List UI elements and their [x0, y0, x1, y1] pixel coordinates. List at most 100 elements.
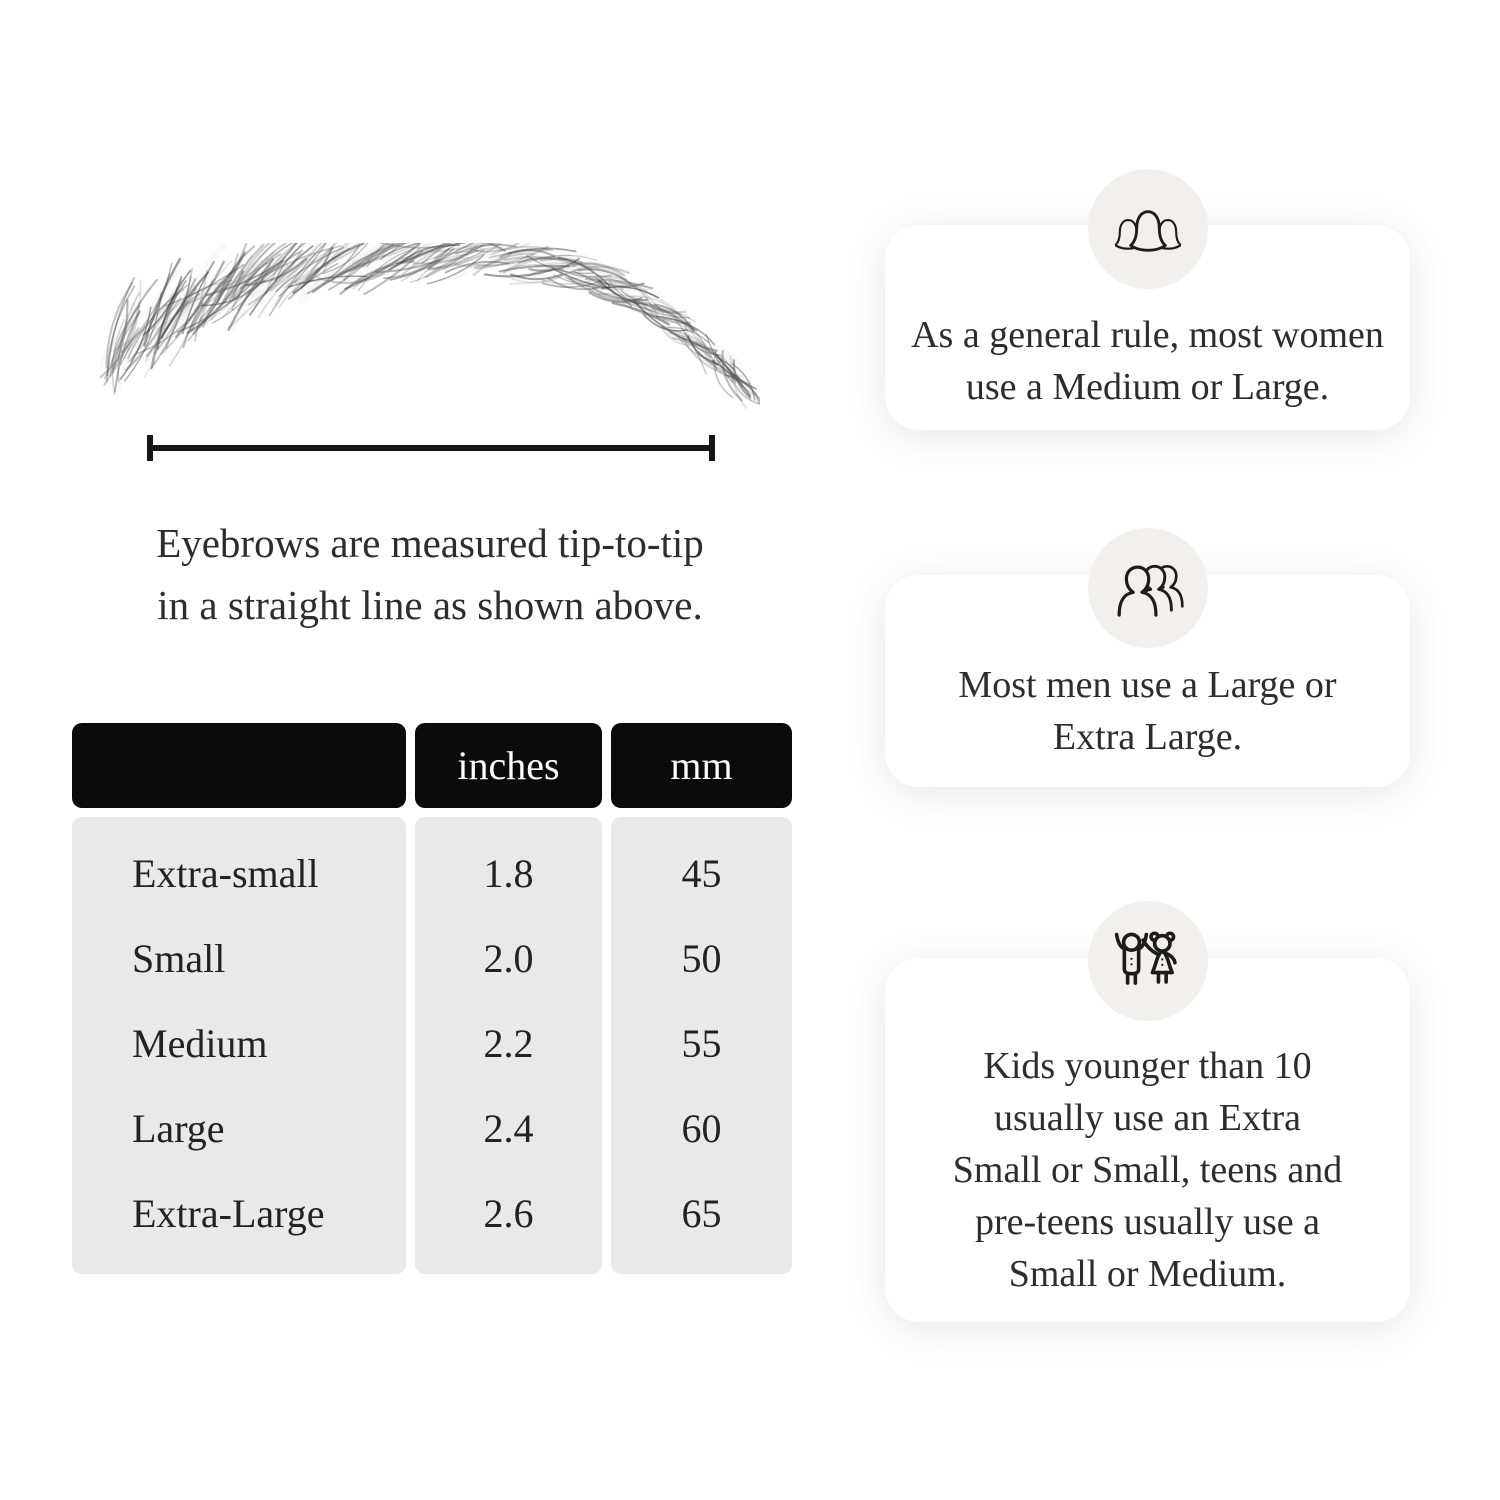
- eyebrow-hair-stroke: [181, 262, 269, 307]
- eyebrow-hair-stroke: [336, 243, 398, 282]
- eyebrow-hair-stroke: [114, 310, 141, 393]
- eyebrow-hair-stroke: [274, 247, 335, 306]
- eyebrow-hair-stroke: [300, 243, 365, 289]
- eyebrow-hair-stroke: [249, 245, 314, 316]
- eyebrow-hair-stroke: [135, 302, 204, 355]
- table-column-size: Extra-small Small Medium Large Extra-Large: [72, 723, 406, 1274]
- table-column-inches: inches 1.8 2.0 2.2 2.4 2.6: [415, 723, 602, 1274]
- eyebrow-hair-stroke: [731, 363, 756, 401]
- eyebrow-hair-stroke: [237, 249, 304, 311]
- eyebrow-hair-stroke: [181, 261, 215, 335]
- measurement-caption: Eyebrows are measured tip-to-tip in a str…: [70, 512, 790, 636]
- eyebrow-hair-stroke: [433, 243, 461, 259]
- eyebrow-hair-stroke: [106, 285, 136, 382]
- eyebrow-hair-stroke: [244, 257, 308, 287]
- eyebrow-hair-stroke: [119, 288, 185, 366]
- eyebrow-hair-stroke: [109, 305, 141, 377]
- eyebrow-hair-stroke: [143, 257, 182, 347]
- eyebrow-hair-stroke: [111, 318, 126, 395]
- table-body-mm: 45 50 55 60 65: [611, 817, 792, 1274]
- eyebrow-hair-stroke: [112, 302, 136, 397]
- eyebrow-hair-stroke: [413, 243, 486, 265]
- tip-text-line: usually use an Extra: [993, 1097, 1302, 1139]
- eyebrow-hair-stroke: [156, 269, 192, 350]
- table-cell-size: Large: [132, 1106, 225, 1151]
- eyebrow-hair-stroke: [278, 243, 327, 297]
- table-cell-inches: 2.2: [483, 1021, 534, 1066]
- eyebrow-hair-stroke: [314, 243, 366, 272]
- eyebrow-hair-stroke: [474, 245, 550, 270]
- eyebrow-hair-stroke: [507, 264, 565, 271]
- eyebrow-hair-stroke: [539, 258, 593, 271]
- eyebrow-hair-stroke: [559, 265, 624, 283]
- table-cell-mm: 45: [681, 851, 722, 896]
- eyebrow-hair-stroke: [483, 268, 553, 278]
- icon-badge-women: [1088, 169, 1208, 289]
- eyebrow-hair-stroke: [443, 246, 504, 271]
- eyebrow-hair-stroke: [426, 254, 485, 285]
- eyebrow-hair-stroke: [711, 360, 751, 397]
- eyebrow-hair-stroke: [227, 258, 275, 332]
- men-group-icon: [1117, 564, 1184, 617]
- eyebrow-hair-stroke: [232, 253, 281, 300]
- caption-line: in a straight line as shown above.: [157, 582, 703, 628]
- eyebrow-hair-stroke: [424, 249, 479, 279]
- eyebrow-hair-stroke: [328, 243, 405, 291]
- eyebrow-hair-stroke: [407, 250, 472, 270]
- tip-text-line: pre-teens usually use a: [974, 1201, 1321, 1243]
- eyebrow-hair-stroke: [193, 254, 253, 311]
- eyebrow-hair-stroke: [344, 243, 421, 291]
- eyebrow-hair-stroke: [534, 254, 597, 261]
- eyebrow-hair-stroke: [164, 279, 233, 318]
- eyebrow-hair-stroke: [471, 257, 533, 267]
- eyebrow-hair-stroke: [327, 243, 385, 291]
- eyebrow-hair-stroke: [103, 311, 141, 380]
- eyebrow-hair-stroke: [595, 274, 658, 299]
- eyebrow-hair-stroke: [466, 243, 502, 253]
- eyebrow-hair-stroke: [502, 257, 553, 274]
- eyebrow-hair-stroke: [726, 374, 760, 403]
- eyebrow-hair-stroke: [105, 281, 134, 369]
- eyebrow-hair-stroke: [628, 295, 676, 312]
- eyebrow-hair-stroke: [322, 243, 369, 275]
- eyebrow-hair-stroke: [601, 281, 661, 297]
- eyebrow-hair-stroke: [588, 291, 643, 303]
- eyebrow-hair-stroke: [684, 340, 724, 375]
- eyebrow-hair-stroke: [628, 281, 665, 315]
- eyebrow-hair-stroke: [366, 243, 395, 268]
- eyebrow-hair-stroke: [650, 308, 696, 323]
- eyebrow-hair-stroke: [158, 272, 248, 333]
- eyebrow-hair-stroke: [507, 247, 577, 255]
- eyebrow-hair-stroke: [547, 277, 600, 291]
- eyebrow-hair-stroke: [165, 287, 198, 350]
- eyebrow-hair-stroke: [103, 302, 141, 386]
- eyebrow-hair-stroke: [111, 279, 158, 370]
- caption-line: Eyebrows are measured tip-to-tip: [156, 520, 704, 566]
- tip-text-line: Small or Medium.: [1008, 1253, 1287, 1295]
- eyebrow-hair-stroke: [474, 243, 531, 251]
- eyebrow-hair-stroke: [125, 292, 179, 372]
- eyebrow-hair-stroke: [150, 275, 192, 370]
- eyebrow-hair-stroke: [498, 264, 570, 273]
- eyebrow-hair-stroke: [265, 243, 299, 295]
- eyebrow-hair-stroke: [620, 290, 682, 316]
- eyebrow-hair-stroke: [429, 243, 488, 253]
- eyebrow-hair-stroke: [344, 243, 395, 274]
- eyebrow-hair-stroke: [574, 271, 633, 307]
- eyebrow-hair-stroke: [333, 243, 362, 262]
- tip-text-line: Small or Small, teens and: [952, 1149, 1343, 1191]
- eyebrow-hair-stroke: [317, 272, 385, 285]
- eyebrow-hair-stroke: [577, 268, 632, 285]
- eyebrow-hair-stroke: [202, 253, 246, 328]
- eyebrow-hair-stroke: [119, 306, 152, 381]
- eyebrow-hair-stroke: [659, 298, 690, 339]
- eyebrow-hair-stroke: [608, 279, 648, 306]
- tip-text-line: As a general rule, most women: [911, 314, 1384, 356]
- eyebrow-hair-stroke: [323, 243, 349, 272]
- eyebrow-hair-stroke: [278, 266, 344, 302]
- eyebrow-hair-stroke: [192, 251, 246, 335]
- eyebrow-hair-stroke: [498, 259, 580, 281]
- eyebrow-hair-stroke: [222, 243, 265, 302]
- kids-icon: [1114, 931, 1177, 985]
- eyebrow-hair-stroke: [615, 274, 658, 316]
